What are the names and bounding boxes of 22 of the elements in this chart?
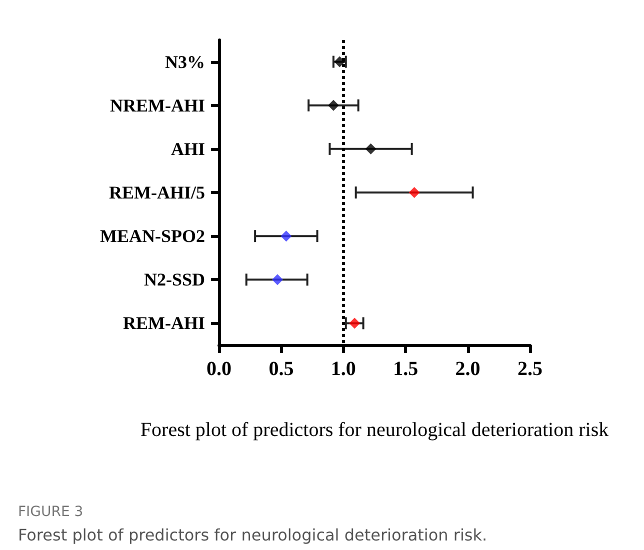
y-tick-label: MEAN-SPO2 [100,226,205,246]
y-tick-label: REM-AHI [123,313,205,334]
x-tick-label: 2.5 [518,358,542,380]
text: Forest plot of predictors for neurological deterioration risk. [18,526,488,544]
y-tick-label: REM-AHI/5 [109,182,205,202]
point [408,187,420,198]
x-axis-title: Forest plot of predictors for neurological deterioration risk [140,419,609,441]
point [272,274,283,286]
point [365,143,376,154]
caption: FIGURE 3 [18,504,84,520]
point [349,318,360,329]
point [328,100,339,111]
point [280,230,292,242]
x-tick-label: 1.0 [330,358,356,380]
x-tick-label: 1.5 [393,358,418,380]
y-tick-label: N3% [165,52,205,72]
x-tick-label: 0.0 [206,358,232,380]
x-tick-label: 0.5 [268,358,294,380]
x-tick-label: 2.0 [455,358,480,380]
y-tick-label: AHI [170,138,205,159]
y-tick-label: NREM-AHI [110,95,205,116]
y-tick-label: N2-SSD [144,270,205,290]
